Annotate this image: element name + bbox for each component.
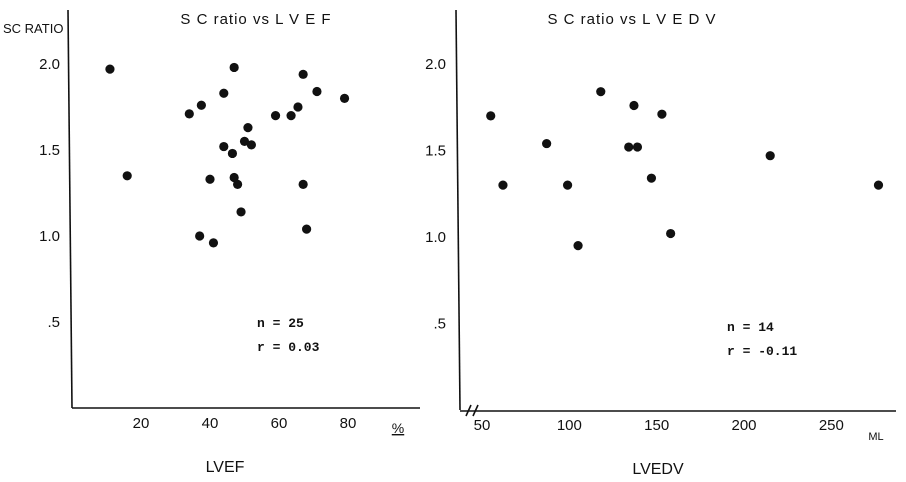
- data-point: [205, 174, 215, 184]
- x-tick-label: 40: [202, 415, 219, 432]
- data-point: [298, 179, 308, 189]
- y-tick-label: 2.0: [425, 56, 446, 73]
- data-point: [646, 173, 657, 183]
- data-point: [298, 69, 308, 79]
- data-point: [105, 64, 115, 74]
- y-tick-label: 1.0: [39, 228, 60, 245]
- x-tick-label: 200: [731, 417, 756, 434]
- y-tick-label: .5: [433, 316, 446, 333]
- data-point: [632, 142, 643, 152]
- data-point: [243, 123, 253, 133]
- data-point: [239, 136, 250, 146]
- chart-lvedv: S C ratio vs L V E D V 2.0 1.5 1.0 .5 50 100…: [425, 9, 896, 478]
- data-point: [498, 180, 508, 190]
- data-point: [339, 93, 350, 103]
- data-point: [765, 151, 775, 161]
- y-tick-label: 1.5: [425, 143, 446, 160]
- data-point: [629, 100, 639, 111]
- data-point: [219, 88, 229, 98]
- data-point: [227, 148, 238, 159]
- annotation-n: n = 25: [257, 316, 304, 331]
- data-point: [562, 180, 573, 190]
- data-point: [195, 231, 205, 241]
- data-point: [873, 180, 884, 190]
- axis-break-mark: [465, 404, 479, 417]
- data-point: [229, 62, 239, 73]
- chart-lvef: S C ratio vs L V E F SC RATIO 2.0 1.5 1.0.…: [3, 9, 420, 476]
- y-axis-label: SC RATIO: [3, 21, 63, 36]
- data-point: [542, 138, 552, 149]
- data-point: [208, 238, 219, 248]
- x-tick-label: 150: [644, 417, 669, 434]
- y-tick-label: .5: [47, 314, 60, 331]
- data-point: [293, 102, 303, 112]
- data-point: [122, 171, 132, 181]
- data-point: [286, 111, 296, 121]
- annotation-n: n = 14: [727, 320, 774, 335]
- x-tick-label: 250: [819, 417, 844, 434]
- x-tick-label: 60: [271, 415, 288, 432]
- data-point: [196, 100, 206, 110]
- data-point: [236, 207, 246, 217]
- data-point: [229, 172, 239, 183]
- y-tick-label: 2.0: [39, 56, 60, 73]
- data-point: [573, 241, 583, 251]
- x-tick-label: 20: [133, 415, 150, 432]
- data-point: [184, 109, 194, 119]
- data-point: [246, 140, 256, 150]
- data-point: [486, 111, 496, 121]
- data-point: [596, 87, 606, 97]
- annotation-r: r = -0.11: [727, 344, 797, 359]
- x-tick-label: 50: [474, 417, 491, 434]
- x-axis-label: LVEDV: [632, 461, 684, 478]
- data-point: [657, 109, 667, 119]
- data-point: [219, 141, 229, 152]
- data-point: [312, 86, 322, 97]
- data-point: [624, 142, 634, 152]
- data-point: [270, 111, 281, 121]
- x-unit-label: %: [392, 420, 404, 436]
- chart-title: S C ratio vs L V E D V: [548, 11, 717, 28]
- y-axis: [455, 9, 461, 411]
- annotation-r: r = 0.03: [257, 340, 320, 355]
- y-tick-label: 1.5: [39, 142, 60, 159]
- data-point: [233, 179, 243, 189]
- data-point: [302, 224, 312, 234]
- x-axis-label: LVEF: [206, 459, 245, 476]
- y-tick-label: 1.0: [425, 229, 446, 246]
- x-tick-label: 80: [340, 415, 357, 432]
- x-tick-label: 100: [557, 417, 582, 434]
- y-axis: [67, 9, 73, 409]
- chart-title: S C ratio vs L V E F: [180, 11, 331, 28]
- data-point: [666, 228, 676, 239]
- x-unit-label: ML: [868, 431, 883, 443]
